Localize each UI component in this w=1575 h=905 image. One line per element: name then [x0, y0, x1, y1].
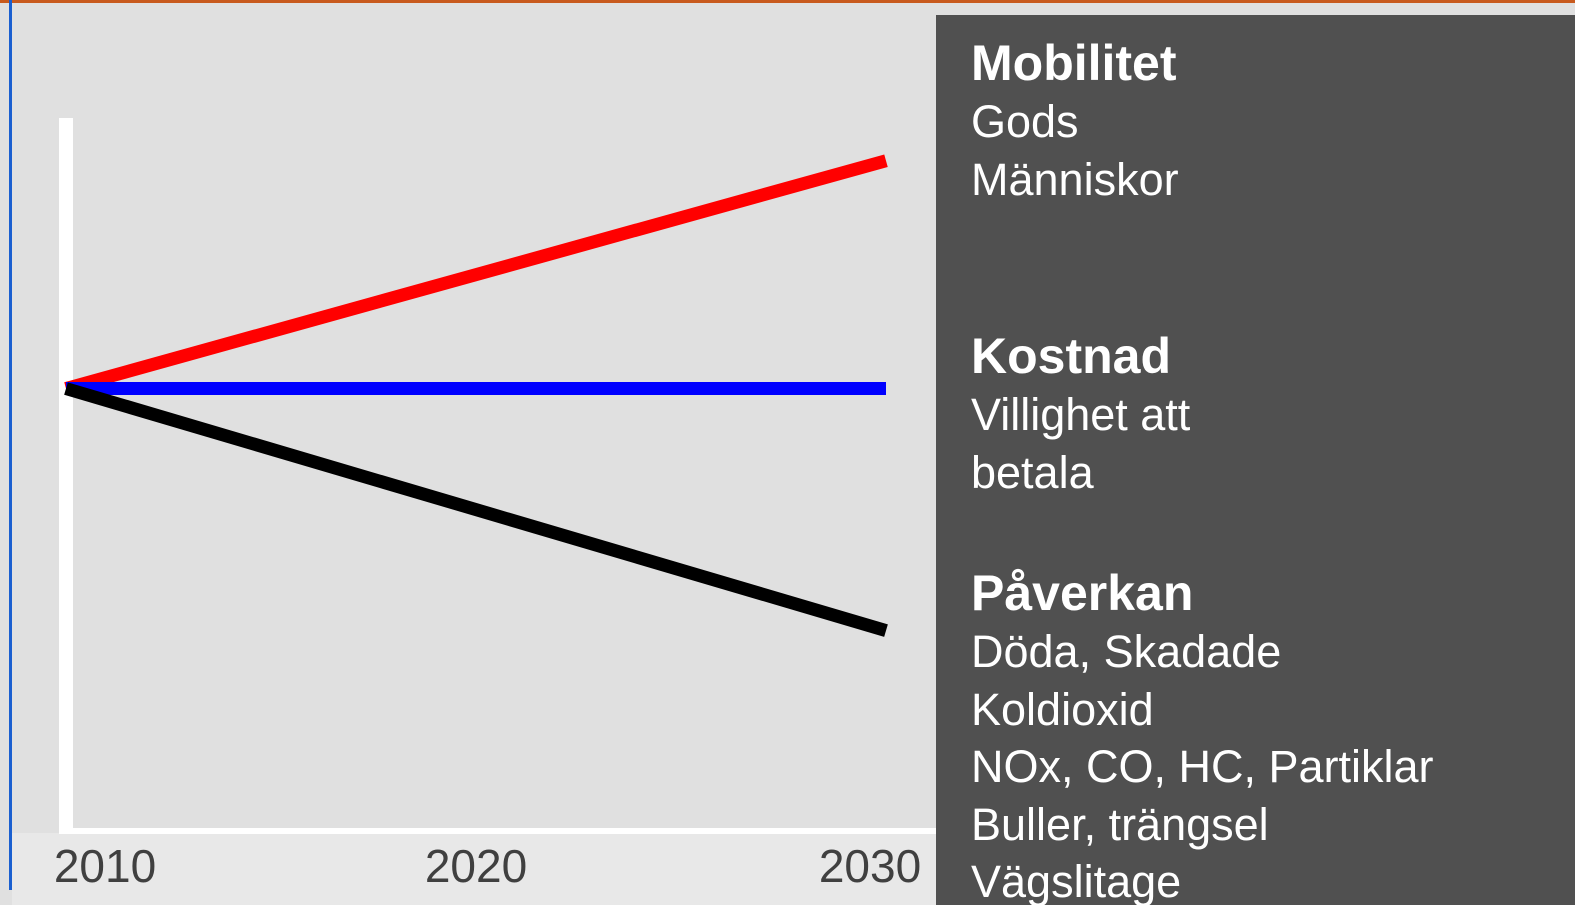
x-tick-label: 2010 [54, 840, 156, 892]
x-axis [59, 828, 936, 834]
group-item: Koldioxid [971, 683, 1154, 735]
group-heading: Kostnad [971, 328, 1171, 384]
legend-panel: Mobilitet Gods Människor Kostnad Villighet a… [936, 15, 1575, 905]
x-tick-label: 2030 [819, 840, 921, 892]
chart: 2010 2020 2030 [12, 118, 936, 905]
group-item: Villighet att [971, 389, 1191, 440]
group-heading: Mobilitet [971, 35, 1177, 91]
group-heading: Påverkan [971, 565, 1194, 621]
group-item: NOx, CO, HC, Partiklar [971, 741, 1434, 792]
group-item: Döda, Skadade [971, 626, 1282, 677]
left-rule [9, 0, 12, 890]
x-tick-label: 2020 [425, 840, 527, 892]
group-item: Människor [971, 153, 1179, 205]
group-item: Gods [971, 96, 1079, 147]
series-line [64, 382, 888, 637]
legend-group: Kostnad Villighet att betala [971, 326, 1575, 563]
series-line [64, 154, 888, 395]
group-item: betala [971, 446, 1094, 498]
top-rule [0, 0, 1575, 3]
group-item: Vägslitage [971, 856, 1182, 905]
axis-band [12, 833, 936, 905]
legend-group: Påverkan Döda, Skadade Koldioxid NOx, CO, H… [971, 563, 1575, 905]
legend-group: Mobilitet Gods Människor [971, 33, 1575, 326]
y-axis [59, 118, 73, 834]
group-item: Buller, trängsel [971, 798, 1269, 850]
